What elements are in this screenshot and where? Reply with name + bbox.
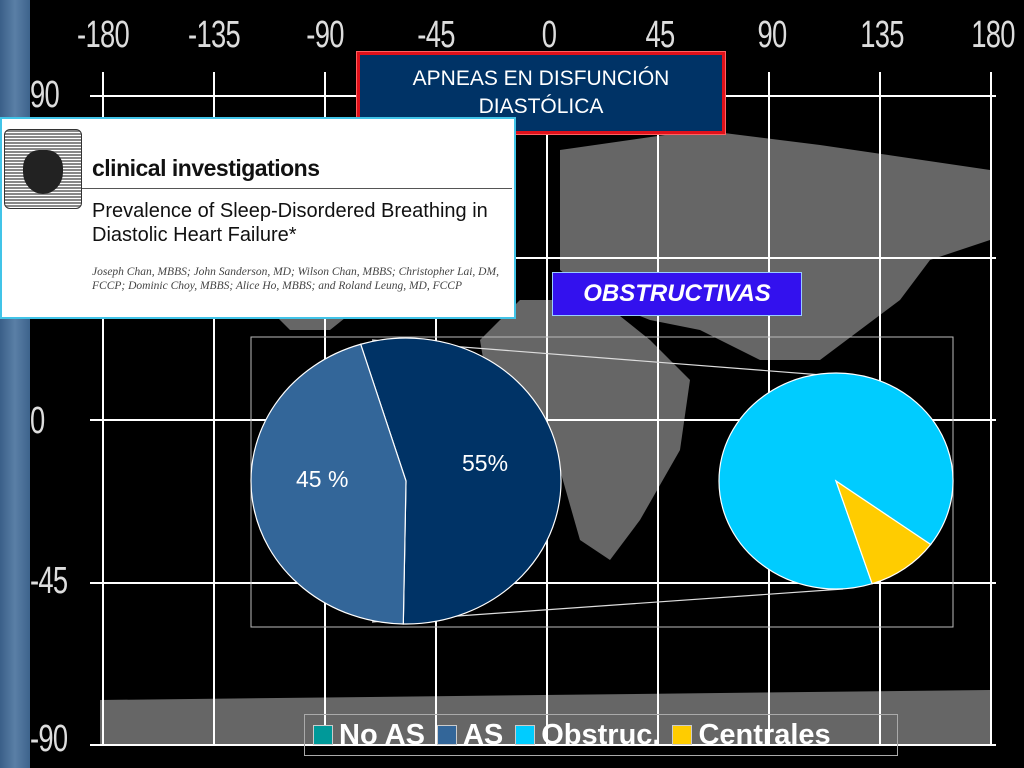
pie-slice-as <box>250 343 407 625</box>
legend-item: Obstruc. <box>515 719 660 752</box>
legend-swatch <box>515 725 536 745</box>
paper-title: Prevalence of Sleep-Disordered Breathing… <box>92 200 488 246</box>
paper-authors: Joseph Chan, MBBS; John Sanderson, MD; W… <box>92 266 499 292</box>
lon-label: 180 <box>971 14 1015 56</box>
divider <box>82 188 512 189</box>
obstructivas-callout: OBSTRUCTIVAS <box>552 272 802 316</box>
lon-label: 135 <box>860 14 904 56</box>
lon-label: -90 <box>306 14 344 56</box>
lon-label: -180 <box>77 14 130 56</box>
legend-label: AS <box>462 718 504 751</box>
lon-label: 90 <box>757 14 787 56</box>
legend-swatch <box>436 725 457 745</box>
pie-charts <box>250 337 954 625</box>
lon-label: -135 <box>188 14 241 56</box>
legend: No AS AS Obstruc. Centrales <box>304 714 898 756</box>
lon-label: -45 <box>417 14 455 56</box>
legend-label: Obstruc. <box>541 718 661 751</box>
paper-excerpt: clinical investigations Prevalence of Sl… <box>0 117 516 319</box>
pie-slice-no-as <box>359 337 562 625</box>
lat-label: 90 <box>30 74 60 116</box>
pie-slice-centrales <box>834 479 932 585</box>
slide-title-text: APNEAS EN DISFUNCIÓN DIASTÓLICA <box>412 67 670 118</box>
lat-label: 0 <box>30 400 45 442</box>
legend-swatch <box>672 725 693 745</box>
legend-item: AS <box>436 718 504 752</box>
map-grid <box>90 72 996 746</box>
lat-label: -90 <box>30 718 68 760</box>
data-label-no-as: 55% <box>462 450 509 476</box>
paper-section: clinical investigations <box>92 155 320 181</box>
legend-item: No AS <box>313 719 425 752</box>
legend-item: Centrales <box>672 718 831 752</box>
legend-label: Centrales <box>698 718 831 751</box>
legend-label: No AS <box>339 718 425 751</box>
lungs-logo-icon <box>4 129 82 209</box>
legend-swatch <box>313 725 333 745</box>
data-label-as: 45 % <box>296 466 349 492</box>
lon-label: 45 <box>645 14 675 56</box>
lat-label: -45 <box>30 560 68 602</box>
lon-label: 0 <box>541 14 557 56</box>
